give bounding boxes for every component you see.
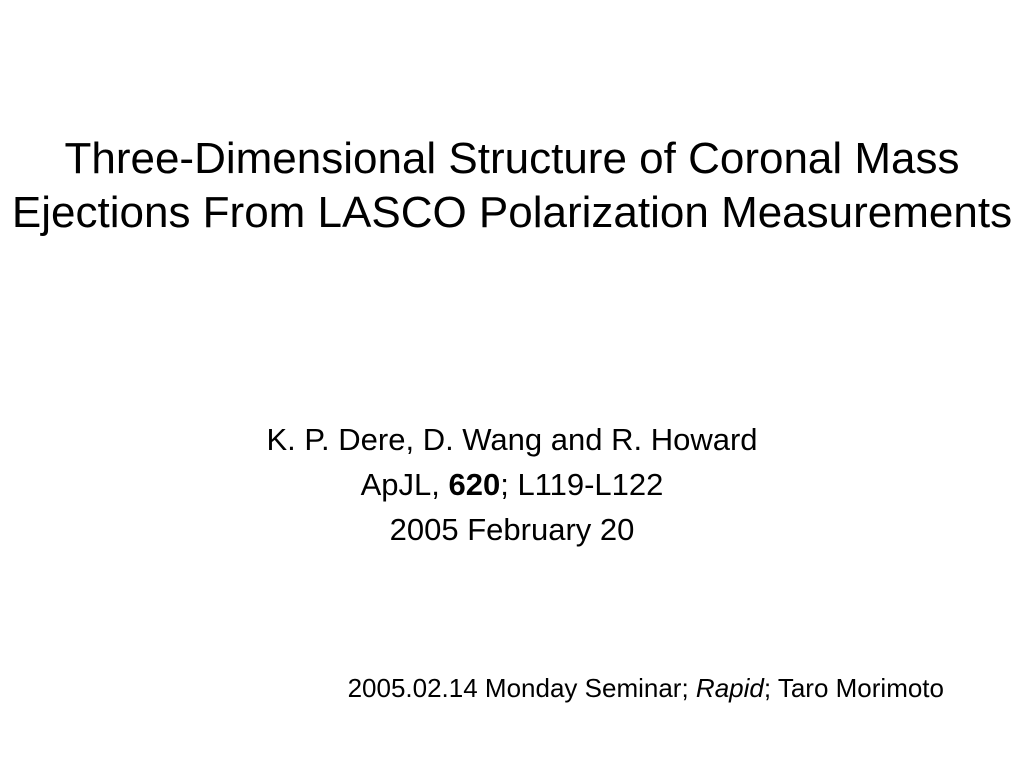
journal-volume: 620 xyxy=(448,467,500,502)
authors-line: K. P. Dere, D. Wang and R. Howard xyxy=(0,418,1024,463)
footer-line: 2005.02.14 Monday Seminar; Rapid; Taro M… xyxy=(348,673,944,704)
authors-block: K. P. Dere, D. Wang and R. Howard ApJL, … xyxy=(0,418,1024,553)
footer-italic: Rapid xyxy=(696,673,764,703)
pub-date-line: 2005 February 20 xyxy=(0,508,1024,553)
footer-prefix: 2005.02.14 Monday Seminar; xyxy=(348,673,696,703)
slide: Three-Dimensional Structure of Coronal M… xyxy=(0,0,1024,768)
journal-prefix: ApJL, xyxy=(361,467,449,502)
footer-suffix: ; Taro Morimoto xyxy=(764,673,944,703)
journal-line: ApJL, 620; L119-L122 xyxy=(0,463,1024,508)
slide-title: Three-Dimensional Structure of Coronal M… xyxy=(0,132,1024,239)
journal-suffix: ; L119-L122 xyxy=(500,467,663,502)
